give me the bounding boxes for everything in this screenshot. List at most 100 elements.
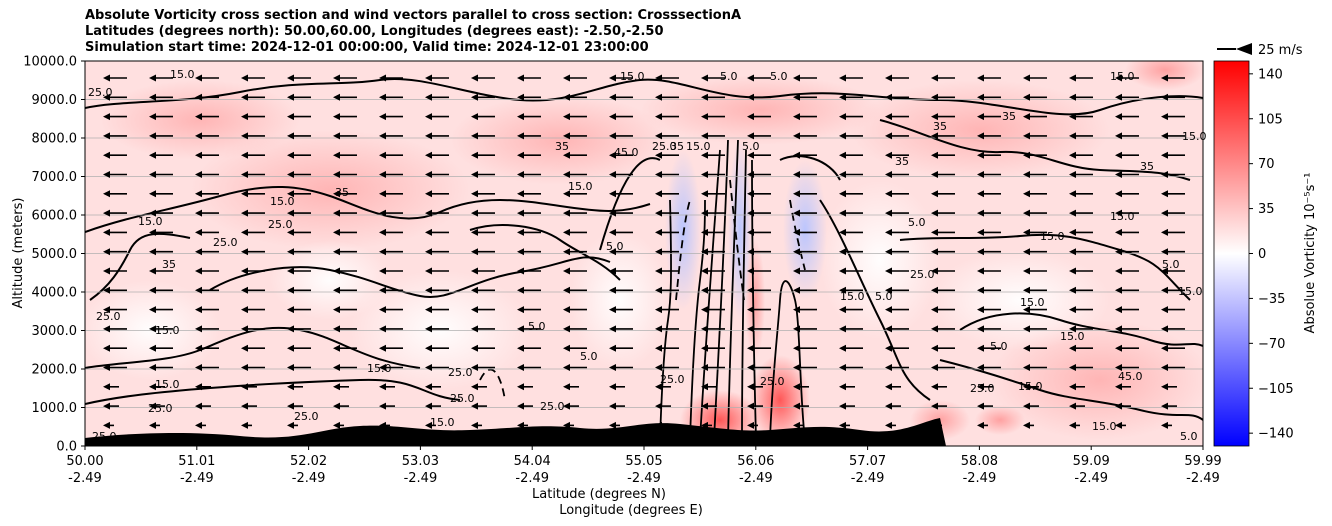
contour-label: 25.0 (450, 392, 475, 405)
wind-arrow-head (701, 151, 708, 159)
wind-arrow-head (839, 151, 846, 159)
wind-arrow-head (471, 74, 478, 82)
x-tick-label-lon: -2.49 (68, 471, 102, 486)
wind-arrow-head (149, 171, 156, 178)
wind-arrow-head (333, 132, 340, 140)
y-tick-label: 4000.0 (32, 286, 78, 301)
wind-arrow-head (149, 190, 156, 198)
wind-arrow-head (701, 113, 708, 121)
wind-arrow-head (609, 171, 616, 178)
wind-arrow-head (977, 306, 984, 314)
wind-arrow-head (103, 286, 110, 294)
wind-arrow-head (1069, 267, 1076, 275)
wind-arrow-head (839, 228, 846, 236)
contour-label: 5.0 (742, 140, 760, 153)
wind-arrow-head (885, 113, 892, 121)
wind-arrow-head (1023, 421, 1030, 429)
x-tick-label-lat: 59.09 (1073, 454, 1110, 469)
wind-arrow-head (931, 74, 938, 82)
contour-label: 25.0 (96, 310, 121, 323)
wind-arrow-head (793, 151, 800, 159)
chart-title-line-3: Simulation start time: 2024-12-01 00:00:… (85, 40, 649, 55)
colorbar-tick-label: 35 (1258, 202, 1275, 217)
wind-arrow-head (839, 325, 846, 333)
wind-arrow-head (333, 171, 340, 178)
wind-arrow-head (885, 267, 892, 275)
wind-arrow-head (655, 267, 662, 275)
wind-arrow-head (379, 132, 386, 140)
colorbar-tick-label: 70 (1258, 157, 1275, 172)
wind-arrow-head (701, 344, 708, 352)
wind-arrow-head (333, 151, 340, 159)
wind-arrow-head (517, 190, 524, 198)
wind-arrow-head (1023, 383, 1030, 391)
wind-arrow-head (333, 209, 340, 217)
wind-arrow-head (379, 228, 386, 236)
wind-arrow-head (793, 402, 800, 410)
wind-arrow-head (885, 364, 892, 371)
wind-arrow-head (701, 93, 708, 101)
wind-arrow-head (885, 171, 892, 178)
wind-arrow-head (149, 93, 156, 101)
wind-arrow-head (977, 248, 984, 256)
wind-arrow-head (333, 267, 340, 275)
wind-arrow-head (241, 151, 248, 159)
wind-arrow-head (1023, 151, 1030, 159)
wind-arrow-head (333, 325, 340, 333)
wind-arrow-head (701, 228, 708, 236)
wind-arrow-head (103, 190, 110, 198)
wind-arrow-head (977, 364, 984, 371)
wind-arrow-head (1207, 422, 1214, 429)
terrain (85, 418, 946, 446)
wind-arrow-head (287, 113, 294, 121)
wind-arrow-head (1069, 151, 1076, 159)
wind-arrow-head (701, 132, 708, 140)
wind-arrow-head (655, 228, 662, 236)
wind-arrow-head (149, 74, 156, 82)
wind-arrow-head (977, 171, 984, 178)
wind-arrow-head (563, 364, 570, 371)
wind-arrow-head (195, 306, 202, 314)
wind-arrow-head (1115, 421, 1122, 429)
x-tick-label-lat: 50.00 (66, 454, 103, 469)
contour-label: 35 (162, 258, 176, 271)
wind-arrow-head (885, 151, 892, 159)
wind-arrow-head (1207, 403, 1214, 410)
wind-arrow-head (333, 113, 340, 121)
wind-arrow-head (149, 248, 156, 256)
y-tick-label: 3000.0 (32, 324, 78, 339)
wind-arrow-head (287, 228, 294, 236)
chart-title-line-2: Latitudes (degrees north): 50.00,60.00, … (85, 24, 664, 39)
wind-arrow-head (517, 93, 524, 101)
wind-arrow-head (425, 228, 432, 236)
wind-arrow-head (747, 113, 754, 121)
wind-arrow-head (425, 190, 432, 198)
wind-arrow-head (655, 344, 662, 352)
wind-arrow-head (425, 383, 432, 391)
wind-arrow-head (287, 364, 294, 371)
wind-arrow-head (1207, 248, 1214, 255)
wind-arrow-head (1115, 209, 1122, 217)
wind-arrow-head (977, 344, 984, 352)
wind-arrow-head (1069, 113, 1076, 121)
contour-label: 5.0 (580, 350, 598, 363)
wind-arrow-head (1115, 248, 1122, 256)
wind-arrow-head (747, 248, 754, 256)
wind-arrow-head (471, 344, 478, 352)
wind-arrow-head (655, 248, 662, 256)
wind-arrow-head (747, 93, 754, 101)
wind-arrow-head (1207, 229, 1214, 236)
wind-arrow-head (517, 344, 524, 352)
wind-arrow-head (1161, 364, 1168, 371)
wind-arrow-head (195, 248, 202, 256)
wind-arrow-head (103, 267, 110, 275)
wind-arrow-head (609, 151, 616, 159)
wind-arrow-head (609, 421, 616, 429)
wind-arrow-head (609, 248, 616, 256)
wind-arrow-head (1115, 267, 1122, 275)
wind-arrow-head (931, 267, 938, 275)
wind-arrow-head (655, 306, 662, 314)
wind-arrow-head (425, 151, 432, 159)
wind-arrow-head (425, 286, 432, 294)
wind-arrow-head (471, 113, 478, 121)
